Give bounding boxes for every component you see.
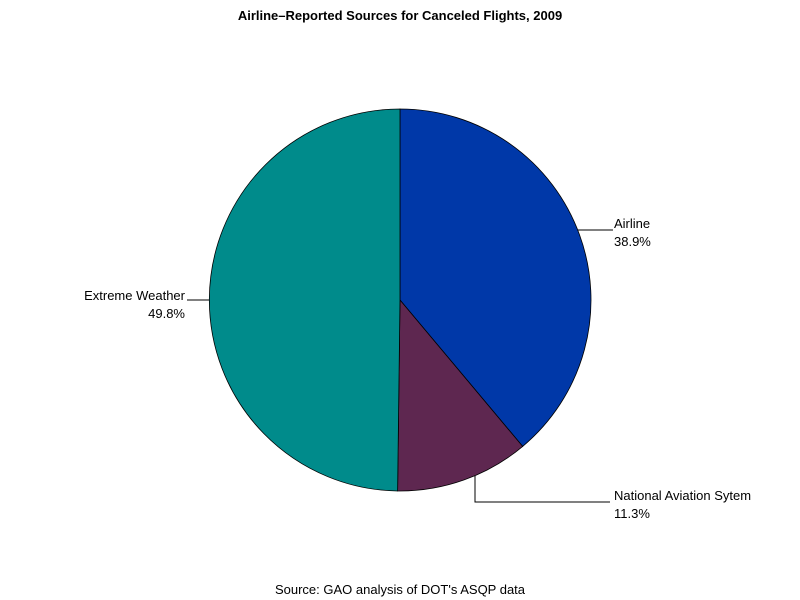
slice-labels: Airline 38.9% National Aviation Sytem 11.3%… — [84, 216, 751, 521]
slice-label-national-aviation-sytem: National Aviation Sytem — [614, 488, 751, 503]
slice-label-airline: Airline — [614, 216, 650, 231]
chart-title: Airline–Reported Sources for Canceled Fl… — [238, 8, 562, 23]
slice-value-extreme-weather: 49.8% — [148, 306, 185, 321]
slice-value-national-aviation-sytem: 11.3% — [614, 506, 650, 521]
chart-source-note: Source: GAO analysis of DOT's ASQP data — [275, 582, 526, 597]
pie-slice-national-aviation-sytem — [397, 298, 524, 492]
slice-value-airline: 38.9% — [614, 234, 651, 249]
leader-lines — [187, 229, 613, 503]
slice-label-extreme-weather: Extreme Weather — [84, 288, 186, 303]
pie-slice-airline — [399, 108, 592, 447]
pie-slice-extreme-weather — [208, 108, 401, 492]
leader-line-national-aviation-sytem — [474, 475, 610, 503]
pie-slices — [208, 108, 592, 492]
